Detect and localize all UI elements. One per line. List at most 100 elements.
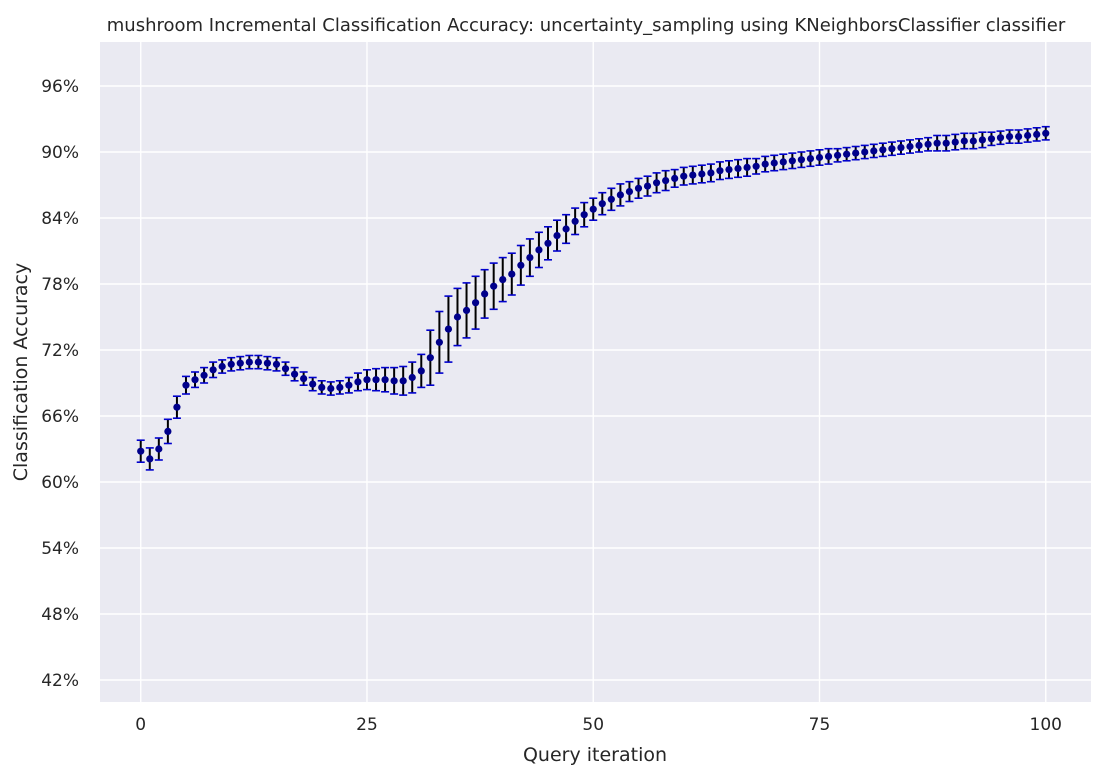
data-point [417,367,425,375]
data-point [725,166,733,174]
x-tick-labels: 0 25 50 75 100 [135,715,1062,735]
x-tick-label: 25 [356,715,378,735]
data-point [481,290,489,298]
data-point [399,377,407,385]
data-point [426,354,434,362]
x-tick-label: 50 [582,715,604,735]
data-point [743,163,751,171]
data-point [978,136,986,144]
data-point [562,225,570,233]
y-tick-label: 90% [41,143,79,163]
data-point [996,134,1005,142]
data-point [1042,129,1050,137]
data-point [173,403,181,411]
y-tick-label: 84% [41,209,79,229]
data-point [815,153,824,162]
data-point [770,159,778,167]
data-point [589,205,597,213]
data-point [870,147,878,155]
data-point [408,373,416,382]
data-point [752,162,760,170]
x-axis-label: Query iteration [523,744,667,766]
data-point [843,150,851,158]
data-point [218,362,226,371]
data-point [535,246,543,254]
y-tick-label: 96% [41,77,79,97]
data-point [643,182,652,190]
data-point [806,155,815,163]
data-point [372,376,380,384]
data-point [662,177,670,185]
data-point [200,371,208,379]
data-point [517,261,525,269]
y-axis-label: Classification Accuracy [10,263,32,482]
data-point [788,157,796,165]
data-point [833,151,842,159]
data-point [508,270,516,278]
data-point [453,313,462,321]
y-tick-label: 60% [41,473,79,493]
data-point [625,188,634,196]
data-point [933,139,941,147]
data-point [634,184,643,192]
data-point [716,167,724,175]
data-point [861,148,869,156]
data-point [797,156,805,164]
data-point [607,195,615,203]
data-point [245,358,253,366]
data-point [290,370,299,378]
data-point [879,146,887,154]
data-points [137,129,1050,463]
data-point [336,383,344,391]
data-point [1014,133,1023,141]
data-point [155,445,163,453]
data-point [309,380,317,388]
data-point [191,376,199,384]
data-point [571,217,579,225]
data-point [915,141,923,149]
data-point [960,137,968,145]
data-point [698,170,706,178]
y-tick-label: 54% [41,539,79,559]
data-point [779,158,787,166]
grid [100,42,1091,702]
data-point [888,145,896,153]
data-point [924,140,932,148]
data-point [544,239,552,247]
data-point [363,376,371,384]
data-point [272,360,281,368]
data-point [852,149,860,157]
y-tick-label: 48% [41,605,79,625]
y-tick-label: 42% [41,671,79,691]
y-tick-label: 72% [41,341,79,361]
data-point [164,427,172,435]
data-point [209,366,217,374]
data-point [345,381,353,389]
data-point [987,135,996,143]
data-point [942,139,950,147]
y-tick-label: 66% [41,407,79,427]
data-point [354,378,362,386]
data-point [616,191,624,199]
x-tick-label: 100 [1030,715,1062,735]
data-point [381,376,389,384]
data-point [318,383,326,391]
data-point [300,375,308,383]
data-point [897,144,905,152]
data-point [598,200,606,208]
data-point [137,447,145,455]
data-point [580,211,588,219]
data-point [462,306,471,314]
data-point [182,381,190,389]
data-point [824,152,833,160]
data-point [553,232,561,240]
data-point [689,171,697,179]
data-point [263,359,272,367]
data-point [444,325,453,333]
data-point [327,384,335,393]
data-point [227,360,235,368]
data-point [906,142,914,151]
chart-title: mushroom Incremental Classification Accu… [107,15,1066,36]
data-point [1024,131,1032,140]
